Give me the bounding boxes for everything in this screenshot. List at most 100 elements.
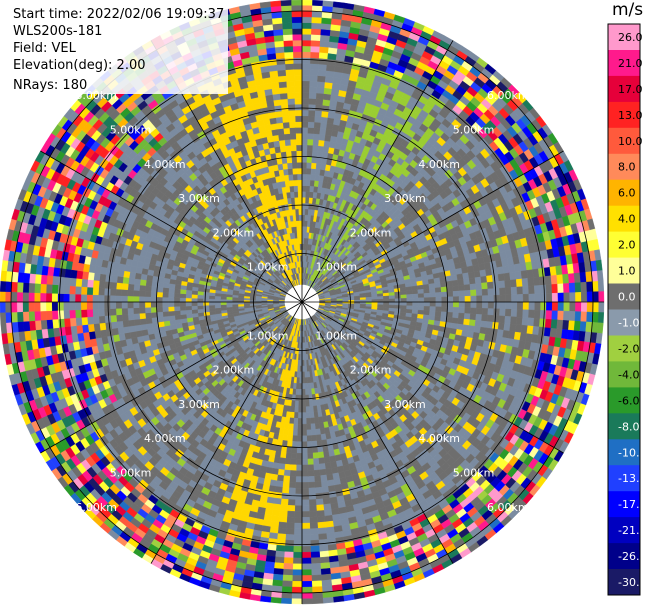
gate-cell [447,296,454,303]
gate-cell [294,394,300,402]
gate-cell [301,144,308,152]
gate-cell [569,292,576,303]
gate-cell [493,294,501,303]
gate-cell [301,377,306,384]
gate-cell [406,305,413,310]
gate-cell [309,80,318,88]
gate-cell [313,133,320,141]
gate-cell [322,497,331,505]
gate-cell [321,491,330,500]
gate-cell [511,294,518,303]
gate-cell [475,289,483,297]
gate-cell [429,287,436,294]
gate-cell [464,295,472,303]
gate-cell [592,301,600,313]
gate-cell [283,563,294,570]
gate-cell [305,191,310,198]
gate-cell [282,475,291,483]
gate-cell [287,434,293,442]
gate-cell [569,301,576,312]
gate-cell [301,522,311,530]
gate-cell [394,304,402,310]
gate-cell [557,310,564,321]
gate-cell [521,317,529,326]
gate-cell [296,435,303,442]
gate-cell [309,528,319,535]
gate-cell [595,332,603,345]
gate-cell [306,162,312,169]
gate-cell [511,301,518,310]
gate-cell [272,573,284,581]
gate-cell [284,463,291,471]
gate-cell [320,122,328,130]
gate-cell [452,285,460,292]
gate-cell [557,301,565,312]
gate-cell [468,319,476,327]
gate-cell [308,115,316,123]
gate-cell [306,423,312,431]
gate-cell [598,301,605,313]
gate-cell [310,539,320,547]
gate-cell [324,76,334,84]
gate-cell [499,294,506,303]
gate-cell [303,365,308,373]
gate-cell [301,138,308,146]
gate-cell [311,446,319,454]
gate-cell [311,568,322,576]
gate-cell [534,293,541,303]
gate-cell [452,312,460,319]
gate-cell [481,282,489,290]
gate-cell [417,288,425,295]
gate-cell [314,115,322,123]
gate-cell [533,309,541,319]
gate-cell [301,150,308,157]
gate-cell [458,296,466,303]
gate-cell [463,313,471,320]
gate-cell [297,406,303,413]
gate-cell [315,98,324,106]
gate-cell [405,290,413,295]
gate-cell [452,301,460,308]
gate-cell [377,296,384,300]
gate-cell [301,10,313,18]
gate-cell [316,86,325,94]
gate-cell [503,323,511,332]
gate-cell [440,286,448,293]
gate-cell [301,22,312,29]
gate-cell [304,388,309,396]
gate-cell [510,279,518,288]
gate-cell [309,510,318,518]
gate-cell [286,516,295,524]
gate-cell [301,534,311,541]
gate-cell [474,320,482,328]
gate-cell [551,292,559,303]
gate-cell [286,440,293,448]
gate-cell [481,288,489,296]
gate-cell [539,318,547,328]
gate-cell [301,452,308,460]
gate-cell [301,132,309,140]
gate-cell [301,557,312,565]
gate-cell [311,5,323,12]
gate-cell [562,320,570,331]
gate-cell [307,470,315,477]
gate-cell [580,301,588,313]
gate-cell [275,486,283,494]
gate-cell [315,428,321,436]
gate-cell [301,400,306,408]
gate-cell [499,287,506,296]
gate-cell [311,156,318,164]
gate-cell [497,322,505,331]
gate-cell [527,277,535,287]
gate-cell [320,573,332,581]
gate-cell [287,429,294,436]
gate-cell [294,511,303,518]
gate-cell [293,546,303,553]
gate-cell [314,481,322,489]
gate-cell [470,307,477,315]
gate-cell [301,220,306,227]
gate-cell [291,441,298,448]
gate-cell [291,598,303,605]
gate-cell [481,308,489,316]
gate-cell [429,292,437,298]
